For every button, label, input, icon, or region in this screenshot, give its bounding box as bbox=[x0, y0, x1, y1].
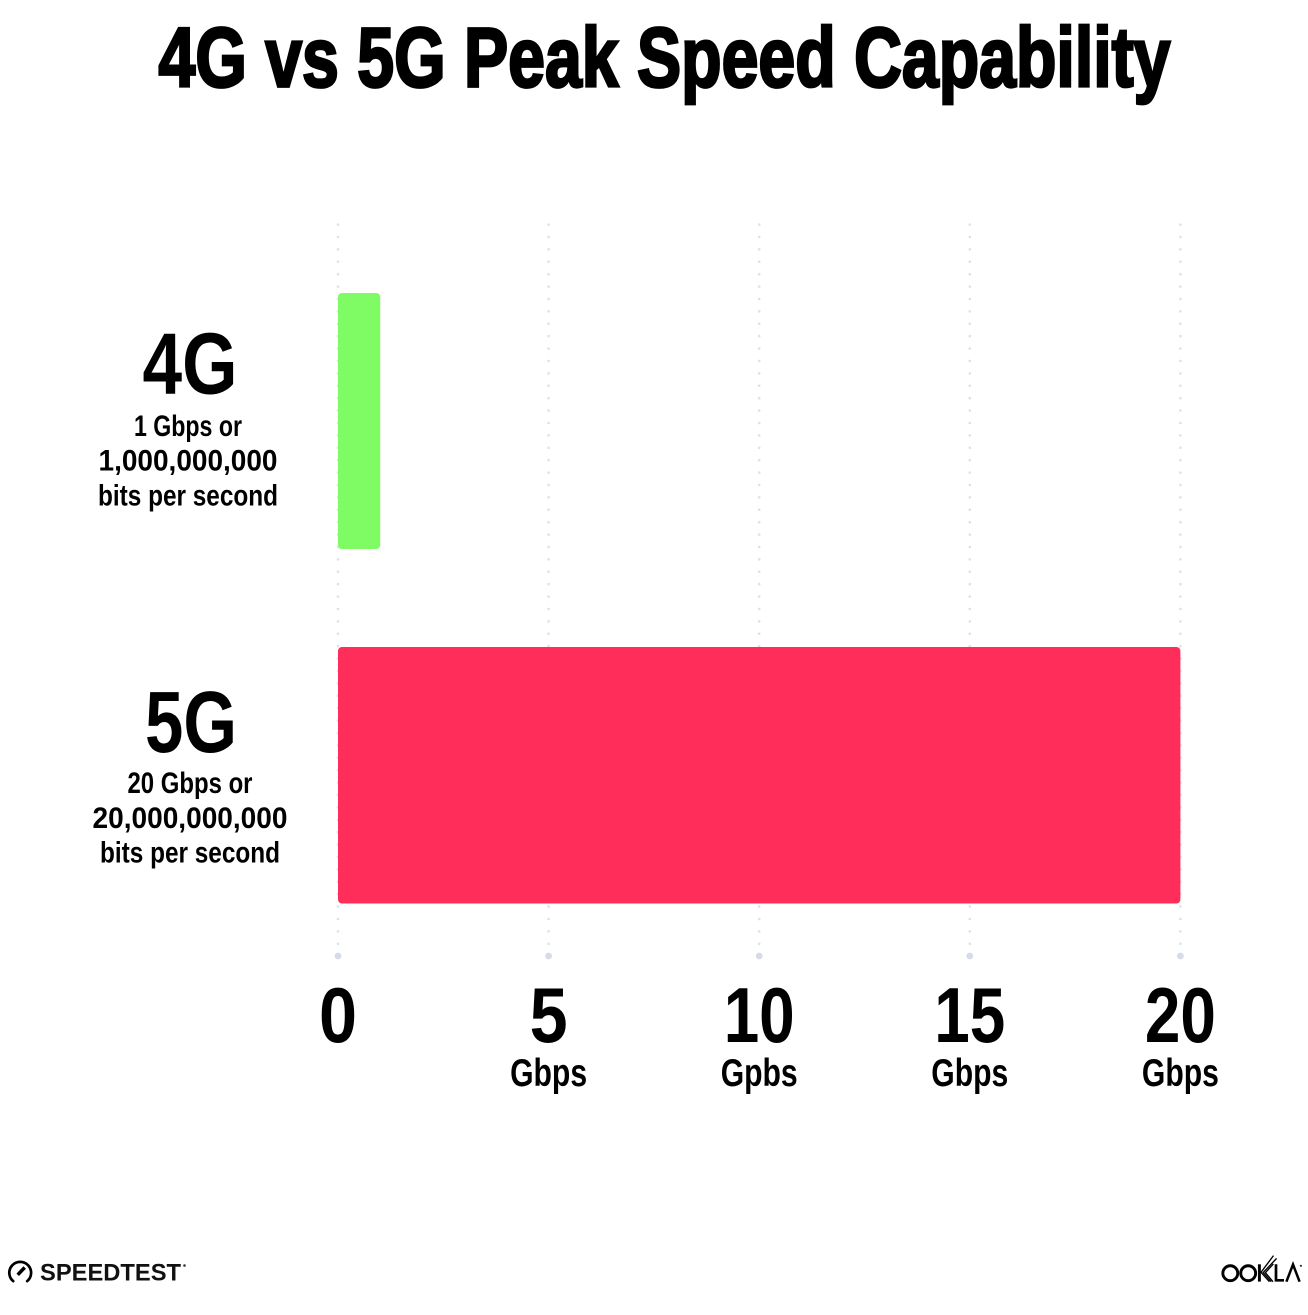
svg-text:Gbps: Gbps bbox=[931, 1052, 1008, 1095]
svg-text:bits per second: bits per second bbox=[100, 837, 280, 870]
svg-text:20 Gbps or: 20 Gbps or bbox=[128, 767, 253, 800]
svg-text:15: 15 bbox=[934, 971, 1005, 1059]
svg-text:1 Gbps or: 1 Gbps or bbox=[134, 410, 242, 443]
svg-text:5: 5 bbox=[530, 971, 568, 1059]
svg-text:20,000,000,000: 20,000,000,000 bbox=[93, 802, 288, 835]
svg-text:Gbps: Gbps bbox=[510, 1052, 587, 1095]
svg-text:10: 10 bbox=[724, 971, 795, 1059]
svg-text:5G: 5G bbox=[145, 674, 237, 771]
svg-text:4G: 4G bbox=[143, 316, 238, 413]
svg-text:SPEEDTEST: SPEEDTEST bbox=[40, 1260, 181, 1287]
svg-text:bits per second: bits per second bbox=[98, 479, 278, 512]
svg-text:1,000,000,000: 1,000,000,000 bbox=[99, 445, 278, 478]
svg-text:Gbps: Gbps bbox=[1142, 1052, 1219, 1095]
svg-text:4G vs 5G Peak Speed Capability: 4G vs 5G Peak Speed Capability bbox=[159, 11, 1171, 105]
svg-text:20: 20 bbox=[1145, 971, 1216, 1059]
svg-text:0: 0 bbox=[319, 971, 357, 1059]
svg-text:Gpbs: Gpbs bbox=[721, 1052, 798, 1095]
